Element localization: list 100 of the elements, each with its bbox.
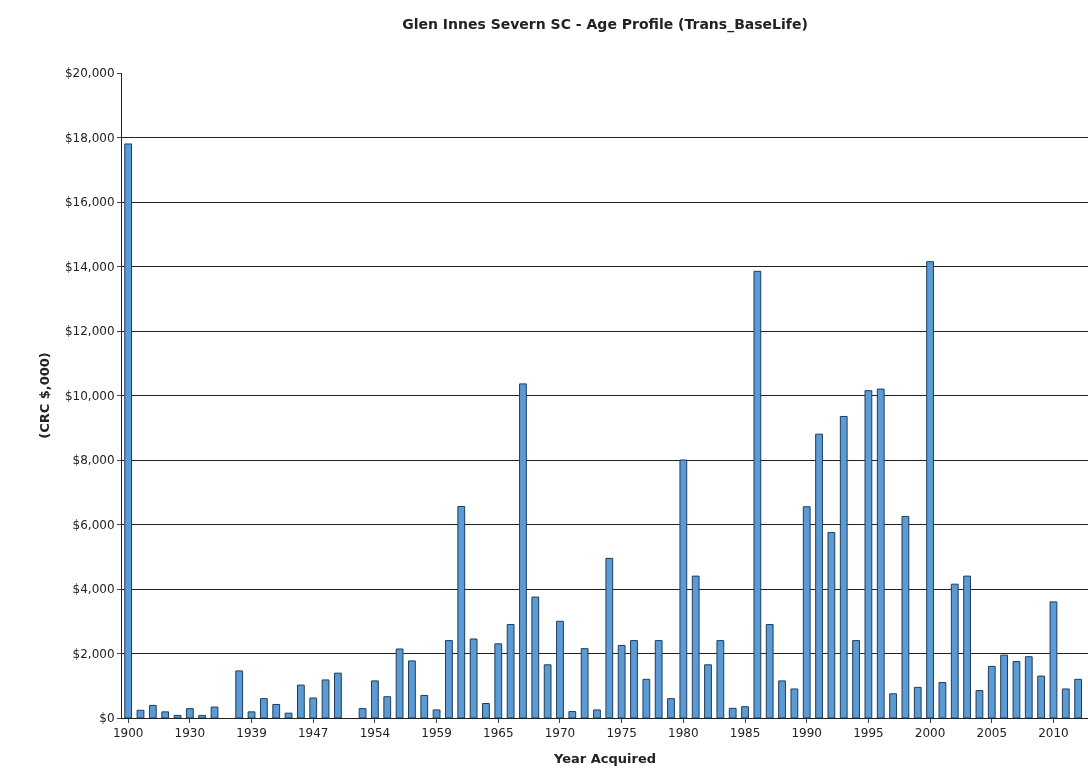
- x-tick-label: 1959: [421, 726, 452, 741]
- x-tick-label: 1900: [112, 726, 144, 741]
- bar: [543, 664, 552, 718]
- bar: [987, 665, 996, 718]
- x-tick-label: 1995: [853, 726, 884, 741]
- bar: [1049, 601, 1058, 718]
- bar: [358, 708, 367, 718]
- y-tick-label: $8,000: [72, 453, 115, 468]
- bar: [753, 270, 762, 718]
- bar: [161, 711, 170, 718]
- y-axis-title: (CRC $,000): [36, 352, 52, 439]
- y-tick-label: $18,000: [64, 130, 115, 145]
- bar: [827, 532, 836, 718]
- bar: [173, 714, 182, 718]
- bar: [691, 575, 700, 718]
- bar: [864, 390, 873, 718]
- y-tick-label: $12,000: [64, 324, 115, 339]
- bar: [235, 670, 244, 718]
- x-tick-label: 2010: [1038, 726, 1069, 741]
- bar: [913, 686, 922, 718]
- bar: [679, 459, 688, 718]
- bar: [556, 620, 564, 718]
- bar: [704, 664, 712, 718]
- x-tick-label: 2005: [976, 726, 1008, 741]
- bar: [185, 708, 194, 718]
- bar: [605, 557, 614, 718]
- bar: [198, 714, 207, 718]
- bar: [482, 702, 490, 718]
- bar: [728, 707, 737, 718]
- y-tick-label: $10,000: [64, 388, 115, 403]
- bar: [617, 644, 626, 718]
- x-tick-label: 1975: [606, 726, 637, 741]
- y-tick-label: $14,000: [64, 259, 115, 274]
- bar: [963, 575, 971, 718]
- bar: [741, 706, 749, 718]
- bar: [457, 505, 466, 718]
- bar: [531, 596, 540, 718]
- x-tick-label: 1985: [729, 726, 761, 741]
- bar: [395, 648, 404, 718]
- bar: [1074, 678, 1083, 718]
- x-tick-label: 2000: [914, 726, 946, 741]
- bar: [259, 698, 268, 718]
- y-tick-label: $0: [99, 711, 115, 726]
- y-tick-label: $16,000: [64, 195, 115, 210]
- bar: [297, 684, 305, 718]
- bar: [778, 680, 786, 718]
- bar: [1000, 654, 1008, 718]
- x-tick-label: 1980: [668, 726, 699, 741]
- bar: [494, 643, 503, 718]
- bar: [506, 623, 515, 718]
- x-tick-label: 1965: [483, 726, 514, 741]
- x-axis-title: Year Acquired: [552, 751, 657, 766]
- bar: [420, 694, 429, 718]
- bar: [469, 638, 478, 718]
- y-tick-label: $6,000: [72, 517, 115, 532]
- bar: [580, 648, 589, 718]
- bar: [642, 678, 651, 718]
- bar: [321, 679, 330, 718]
- x-tick-label: 1947: [297, 726, 329, 741]
- bar: [876, 388, 885, 718]
- bar: [716, 640, 725, 718]
- bar: [309, 697, 318, 718]
- y-tick-label: $4,000: [72, 582, 115, 597]
- bar: [383, 696, 392, 718]
- x-tick-label: 1930: [174, 726, 206, 741]
- x-tick-label: 1990: [791, 726, 822, 741]
- bar: [1024, 656, 1033, 718]
- chart-title: Glen Innes Severn SC - Age Profile (Trans_BaseLife): [402, 16, 808, 34]
- bar: [938, 682, 947, 718]
- bar: [284, 712, 293, 718]
- bar: [568, 711, 577, 718]
- bar: [765, 623, 774, 718]
- bar: [210, 706, 219, 718]
- x-tick-label: 1939: [236, 726, 267, 741]
- bar: [445, 640, 453, 718]
- bar: [136, 709, 145, 718]
- bar: [334, 672, 342, 718]
- bar: [408, 660, 416, 718]
- x-tick-label: 1954: [359, 726, 391, 741]
- bar: [247, 711, 256, 718]
- bar: [124, 143, 133, 718]
- bar: [839, 415, 848, 718]
- bar: [950, 583, 959, 718]
- y-tick-label: $20,000: [64, 66, 115, 81]
- bar: [630, 640, 638, 718]
- bar: [1061, 688, 1070, 718]
- y-tick-label: $2,000: [72, 646, 115, 661]
- bar: [148, 704, 157, 718]
- bar: [1037, 675, 1046, 718]
- bar: [815, 433, 823, 718]
- bar: [654, 640, 663, 718]
- bar: [889, 693, 897, 718]
- bar: [667, 698, 675, 718]
- bar: [519, 383, 527, 718]
- bar: [926, 261, 934, 718]
- bar: [432, 709, 441, 718]
- bar: [852, 640, 860, 718]
- bar: [901, 515, 910, 718]
- bar: [593, 709, 601, 718]
- bar: [802, 506, 811, 718]
